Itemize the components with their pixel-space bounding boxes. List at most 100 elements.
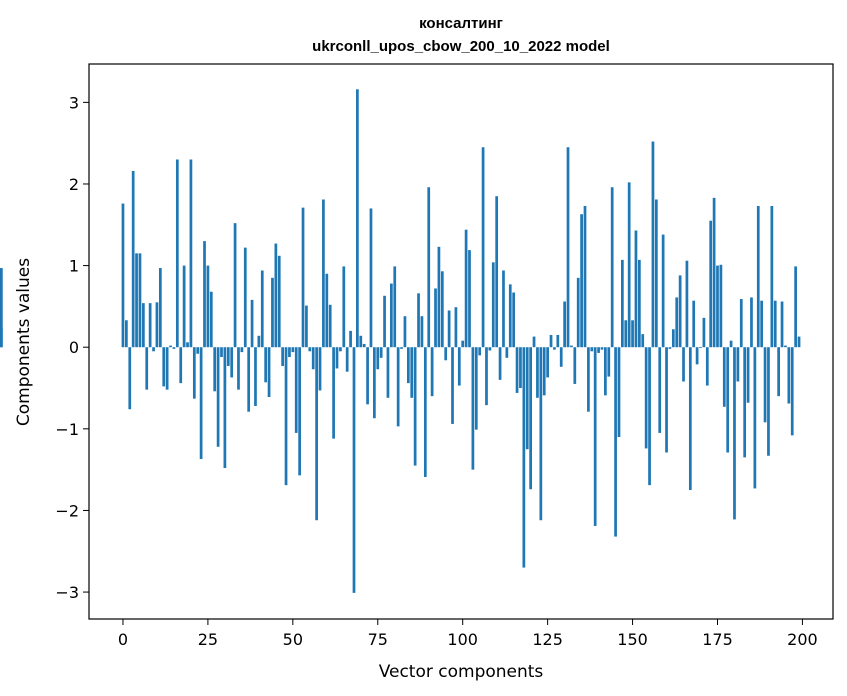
bar	[692, 300, 696, 348]
bar	[349, 330, 352, 348]
bar	[169, 345, 172, 348]
bar	[345, 347, 349, 372]
y-tick-label: 2	[69, 175, 79, 194]
bar	[767, 347, 770, 456]
bar	[491, 262, 495, 348]
bar	[617, 347, 621, 437]
bar	[257, 335, 261, 348]
bar	[580, 214, 583, 348]
x-tick-label: 0	[118, 630, 128, 649]
x-tick-label: 150	[617, 630, 648, 649]
bar	[638, 259, 641, 348]
bar	[332, 347, 335, 439]
bar	[471, 347, 475, 470]
bar	[797, 336, 801, 348]
bar	[763, 347, 767, 423]
y-tick-label: −1	[55, 420, 79, 439]
bar	[760, 300, 764, 348]
chart-title-line2: ukrconll_upos_cbow_200_10_2022 model	[312, 38, 610, 55]
bar	[651, 141, 655, 348]
bar	[158, 268, 162, 348]
bar	[298, 347, 301, 476]
y-axis-ticks: −3 −2 −1 0 1 2 3	[55, 93, 89, 602]
bar	[556, 334, 560, 348]
bar	[308, 347, 312, 352]
bar	[546, 347, 549, 378]
bar	[743, 347, 747, 458]
bar	[322, 199, 325, 348]
bar	[522, 347, 526, 568]
chart-title-line1: консалтинг	[419, 15, 503, 32]
bar	[454, 307, 458, 348]
bar	[423, 347, 427, 477]
bar	[685, 260, 689, 348]
bar	[593, 347, 597, 526]
bar	[390, 283, 393, 348]
bar	[583, 206, 587, 348]
bar	[570, 345, 573, 348]
bar	[787, 347, 791, 404]
bar	[216, 347, 220, 447]
bar	[315, 347, 318, 521]
bar	[250, 299, 254, 348]
bar	[756, 206, 760, 348]
bar	[0, 268, 3, 348]
bar	[682, 347, 685, 382]
bar	[488, 347, 492, 351]
bar	[172, 347, 176, 349]
y-tick-label: −2	[55, 501, 79, 520]
bar	[294, 347, 298, 433]
bar	[794, 266, 797, 348]
bar	[502, 270, 505, 348]
bar	[631, 320, 634, 348]
bar	[203, 241, 206, 348]
bar	[182, 265, 186, 348]
bar	[739, 299, 743, 348]
bar	[247, 347, 251, 412]
bar	[451, 347, 454, 424]
bar	[213, 347, 217, 392]
bar	[671, 329, 675, 348]
bar	[403, 316, 407, 348]
bar	[553, 347, 556, 350]
bar	[209, 291, 213, 348]
bar	[573, 347, 577, 384]
bar	[260, 270, 264, 348]
bar	[468, 250, 471, 348]
bar	[512, 292, 516, 348]
bar	[437, 246, 441, 348]
bar	[162, 347, 166, 387]
x-tick-label: 100	[447, 630, 478, 649]
bar	[525, 347, 529, 450]
y-tick-label: 0	[69, 338, 79, 357]
bar	[226, 347, 230, 366]
bar	[254, 347, 257, 406]
bar	[719, 264, 723, 348]
bar	[597, 347, 600, 353]
bar	[138, 253, 142, 348]
bar	[413, 347, 417, 466]
bar	[627, 182, 631, 348]
bar	[610, 187, 614, 348]
bar	[634, 230, 638, 348]
bar	[359, 335, 363, 348]
bar	[780, 301, 784, 348]
bar	[311, 347, 315, 370]
bar	[566, 147, 570, 348]
bar	[186, 342, 189, 348]
x-tick-label: 175	[702, 630, 733, 649]
bar	[230, 347, 234, 378]
bar	[648, 347, 651, 486]
bar	[478, 347, 482, 356]
bar	[729, 340, 733, 348]
bar	[386, 347, 390, 398]
y-tick-label: 3	[69, 93, 79, 112]
bar	[125, 320, 128, 348]
bar	[220, 347, 223, 357]
bar	[709, 220, 713, 348]
bar	[624, 320, 628, 348]
bar	[529, 347, 532, 490]
bar	[563, 301, 566, 348]
bar	[233, 223, 237, 348]
bar	[607, 347, 611, 377]
